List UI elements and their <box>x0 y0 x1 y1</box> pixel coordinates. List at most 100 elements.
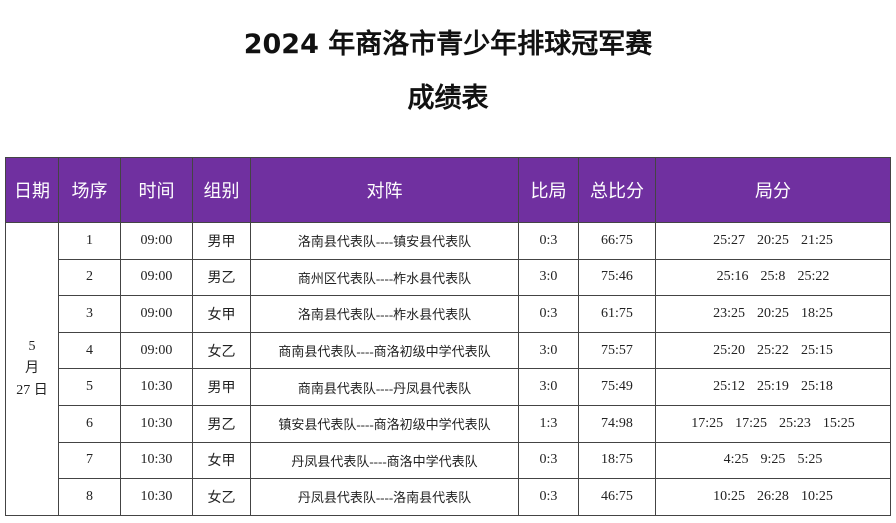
column-header: 时间 <box>120 157 193 223</box>
sets-result: 0:3 <box>518 295 579 333</box>
set-score: 25:8 <box>760 269 786 285</box>
group: 男乙 <box>192 404 251 443</box>
match-no: 2 <box>58 258 121 297</box>
time: 09:00 <box>120 295 193 333</box>
match: 商州区代表队----柞水县代表队 <box>250 258 519 297</box>
match-no: 1 <box>58 222 121 260</box>
column-header: 对阵 <box>250 157 519 223</box>
column-header: 比局 <box>518 157 579 223</box>
title: 2024 年商洛市青少年排球冠军赛 <box>243 29 653 60</box>
header-row: 日期 场序 时间 组别 对阵 比局 总比分 局分 <box>5 157 891 223</box>
set-score: 17:25 <box>691 415 724 431</box>
table-row: 6 10:30 男乙 镇安县代表队----商洛初级中学代表队 1:3 74:98 17:25… <box>6 404 891 443</box>
set-score: 25:15 <box>800 342 833 358</box>
total-score: 61:75 <box>578 295 656 333</box>
set-score: 20:25 <box>757 305 789 321</box>
date-cell: 5 月 27 日 <box>5 222 59 516</box>
subtitle: 成绩表 <box>407 83 489 114</box>
sets-result: 3:0 <box>518 258 579 297</box>
group: 女甲 <box>192 295 251 333</box>
sets-result: 0:3 <box>518 222 579 260</box>
set-scores: 4:25 9:25 5:25 <box>655 441 891 480</box>
column-header: 日期 <box>5 157 59 223</box>
set-scores: 17:25 17:25 25:23 15:25 <box>655 404 891 443</box>
table-row: 2 09:00 男乙 商州区代表队----柞水县代表队 3:0 75:46 25:16 25:… <box>6 258 891 297</box>
time: 10:30 <box>120 368 193 406</box>
set-scores: 10:25 26:28 10:25 <box>655 478 891 516</box>
set-score: 17:25 <box>735 415 767 431</box>
group: 男甲 <box>192 368 251 406</box>
sets-result: 3:0 <box>518 368 579 406</box>
match-no: 8 <box>58 478 121 516</box>
set-score: 4:25 <box>723 452 749 468</box>
table-body: 5 月 27 日 1 09:00 男甲 洛南县代表队----镇安县代表队 0:3 66:75 25… <box>5 222 891 516</box>
sets-result: 3:0 <box>518 331 579 370</box>
match-no: 4 <box>58 331 121 370</box>
date-line: 5 <box>28 338 36 354</box>
table-row: 5 月 27 日 1 09:00 男甲 洛南县代表队----镇安县代表队 0:3 66:75 25… <box>5 222 891 516</box>
set-score: 15:25 <box>822 415 855 431</box>
column-header: 局分 <box>655 157 891 223</box>
total-score: 75:46 <box>578 258 656 297</box>
date-line: 月 <box>25 360 39 376</box>
set-scores: 25:20 25:22 25:15 <box>655 331 891 370</box>
set-score: 25:22 <box>757 342 789 358</box>
set-score: 10:25 <box>800 488 833 504</box>
time: 10:30 <box>120 441 193 480</box>
time: 10:30 <box>120 404 193 443</box>
date-line: 27 日 <box>16 382 48 398</box>
sets-result: 0:3 <box>518 478 579 516</box>
set-score: 23:25 <box>713 305 746 321</box>
set-score: 25:18 <box>800 379 833 395</box>
set-score: 21:25 <box>800 232 833 248</box>
total-score: 75:57 <box>578 331 656 370</box>
table-row: 7 10:30 女甲 丹凤县代表队----商洛中学代表队 0:3 18:75 4:25 9:2… <box>6 441 891 480</box>
total-score: 66:75 <box>578 222 656 260</box>
group: 女乙 <box>192 331 251 370</box>
time: 10:30 <box>120 478 193 516</box>
set-score: 25:27 <box>713 232 746 248</box>
set-scores: 23:25 20:25 18:25 <box>655 295 891 333</box>
column-header: 场序 <box>58 157 121 223</box>
total-score: 46:75 <box>578 478 656 516</box>
match-no: 3 <box>58 295 121 333</box>
group: 女乙 <box>192 478 251 516</box>
set-score: 5:25 <box>797 452 823 468</box>
table-row: 8 10:30 女乙 丹凤县代表队----洛南县代表队 0:3 46:75 10:25 26:… <box>6 478 891 516</box>
time: 09:00 <box>120 331 193 370</box>
set-scores: 25:12 25:19 25:18 <box>655 368 891 406</box>
table-row: 4 09:00 女乙 商南县代表队----商洛初级中学代表队 3:0 75:57 25:20… <box>6 331 891 370</box>
set-score: 25:23 <box>779 415 811 431</box>
match: 丹凤县代表队----商洛中学代表队 <box>250 441 519 480</box>
total-score: 74:98 <box>578 404 656 443</box>
table-row: 5 10:30 男甲 商南县代表队----丹凤县代表队 3:0 75:49 25:12 25:… <box>6 368 891 406</box>
set-score: 10:25 <box>713 488 746 504</box>
match: 商南县代表队----商洛初级中学代表队 <box>250 331 519 370</box>
group: 女甲 <box>192 441 251 480</box>
set-score: 18:25 <box>800 305 833 321</box>
time: 09:00 <box>120 222 193 260</box>
set-score: 25:19 <box>757 379 789 395</box>
match: 洛南县代表队----镇安县代表队 <box>250 222 519 260</box>
set-scores: 25:16 25:8 25:22 <box>655 258 891 297</box>
sets-result: 1:3 <box>518 404 579 443</box>
group: 男甲 <box>192 222 251 260</box>
match-no: 6 <box>58 404 121 443</box>
set-score: 25:16 <box>716 269 749 285</box>
set-score: 25:22 <box>797 269 830 285</box>
time: 09:00 <box>120 258 193 297</box>
column-header: 组别 <box>192 157 251 223</box>
match: 丹凤县代表队----洛南县代表队 <box>250 478 519 516</box>
match: 洛南县代表队----柞水县代表队 <box>250 295 519 333</box>
set-score: 9:25 <box>760 452 786 468</box>
set-score: 20:25 <box>757 232 789 248</box>
set-score: 25:20 <box>713 342 746 358</box>
table-row: 3 09:00 女甲 洛南县代表队----柞水县代表队 0:3 61:75 23:25 20:… <box>6 295 891 333</box>
column-header: 总比分 <box>578 157 656 223</box>
set-score: 25:12 <box>713 379 746 395</box>
match: 镇安县代表队----商洛初级中学代表队 <box>250 404 519 443</box>
set-scores: 25:27 20:25 21:25 <box>655 222 891 260</box>
group: 男乙 <box>192 258 251 297</box>
sets-result: 0:3 <box>518 441 579 480</box>
